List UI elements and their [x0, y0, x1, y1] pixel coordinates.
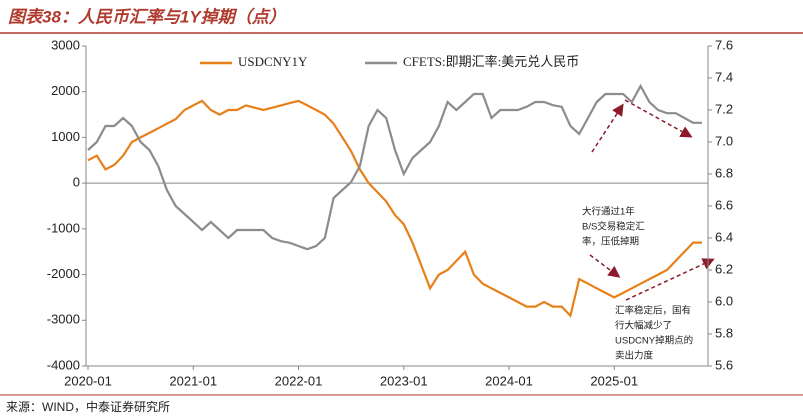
y2-tick-label: 7.6 [715, 37, 733, 52]
annotation: 率，压低掉期 [582, 236, 639, 248]
annotation: 行大幅减少了 [615, 320, 672, 332]
y-tick-label: 2000 [51, 83, 80, 98]
x-tick-label: 2024-01 [485, 373, 533, 388]
source: 来源：WIND，中泰证券研究所 [6, 399, 170, 414]
series-line [87, 83, 702, 251]
x-tick-label: 2025-01 [590, 373, 638, 388]
annotation: USDCNY掉期点的 [615, 335, 693, 347]
x-tick-label: 2023-01 [380, 373, 428, 388]
x-tick-label: 2021-01 [169, 373, 217, 388]
y-tick-label: -1000 [47, 220, 80, 235]
arrows [589, 99, 715, 301]
x-tick-label: 2022-01 [275, 373, 323, 388]
y-tick-label: -4000 [47, 357, 80, 372]
y2-tick-label: 6.4 [715, 229, 733, 244]
legend-label: USDCNY1Y [238, 54, 308, 69]
y2-tick-label: 6.2 [715, 261, 733, 276]
y-tick-label: 3000 [51, 37, 80, 52]
y2-tick-label: 7.4 [715, 69, 733, 84]
chart-title: 图表38：人民币汇率与1Y掉期（点） [8, 7, 286, 26]
y2-tick-label: 7.0 [715, 133, 733, 148]
y-tick-label: 1000 [51, 129, 80, 144]
annotation: 大行通过1年 [582, 206, 635, 218]
y2-tick-label: 6.6 [715, 197, 733, 212]
y2-tick-label: 6.0 [715, 293, 733, 308]
annotation: 卖出力度 [615, 350, 654, 362]
annotation: B/S交易稳定汇 [582, 221, 645, 233]
y2-tick-label: 5.6 [715, 357, 733, 372]
y2-tick-label: 7.2 [715, 101, 733, 116]
annotation: 汇率稳定后，国有 [615, 305, 691, 317]
x-tick-label: 2020-01 [64, 373, 112, 388]
series-line [87, 99, 702, 318]
y-tick-label: -3000 [47, 312, 80, 327]
y-tick-label: -2000 [47, 266, 80, 281]
y2-tick-label: 5.8 [715, 325, 733, 340]
legend-label: CFETS:即期汇率:美元兑人民币 [403, 54, 579, 69]
y-tick-label: 0 [73, 175, 80, 190]
y2-tick-label: 6.8 [715, 165, 733, 180]
